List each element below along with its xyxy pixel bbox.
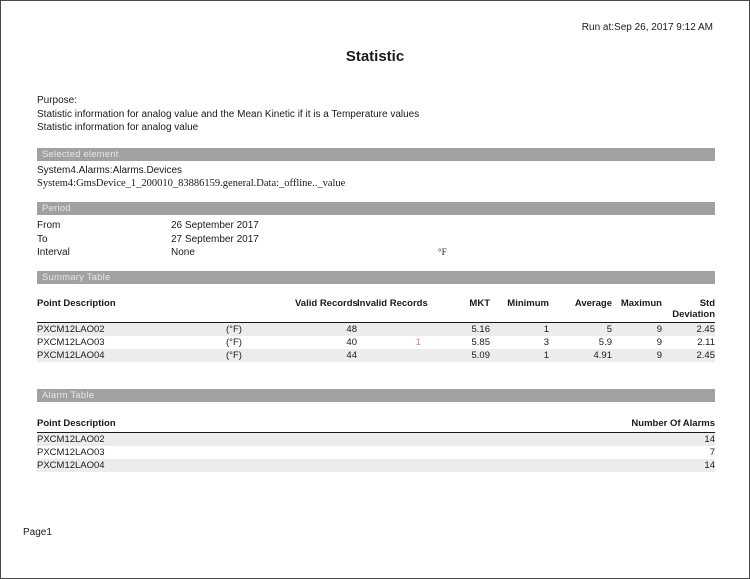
purpose-line: Statistic information for analog value a… — [37, 109, 420, 120]
period-from-label: From — [37, 220, 61, 231]
section-header-selected-element: Selected element — [37, 148, 715, 161]
period-interval-label: Interval — [37, 247, 70, 258]
table-cell: 3 — [543, 337, 549, 348]
table-row: PXCM12LAO02 (°F) 48 5.16 1 5 9 2.45 — [37, 322, 715, 336]
table-cell: 7 — [709, 446, 715, 458]
table-cell: PXCM12LAO02 — [37, 432, 377, 446]
table-cell: 5.85 — [471, 337, 491, 348]
table-cell: 9 — [656, 337, 662, 348]
period-interval-value: None — [171, 247, 195, 258]
table-cell: 40 — [346, 337, 357, 348]
table-cell: PXCM12LAO04 — [37, 349, 226, 362]
column-header: Valid Records — [295, 297, 358, 323]
column-header: Invalid Records — [357, 297, 428, 323]
column-header: Point Description — [37, 297, 226, 323]
table-cell: 5 — [549, 322, 612, 336]
period-to-row: To 27 September 2017 — [37, 233, 715, 246]
table-cell — [357, 349, 421, 362]
table-cell: PXCM12LAO02 — [37, 322, 226, 336]
table-cell: (°F) — [226, 337, 242, 348]
table-cell: 48 — [295, 322, 357, 336]
period-to-label: To — [37, 234, 48, 245]
column-header: Point Description — [37, 417, 377, 433]
period-interval-row: Interval None °F — [37, 246, 715, 259]
selected-element-datapoint: System4:GmsDevice_1_200010_83886159.gene… — [37, 178, 346, 189]
table-cell: 9 — [612, 349, 662, 362]
table-cell: 2.45 — [662, 322, 715, 336]
table-cell: 2.45 — [662, 349, 715, 362]
table-row: PXCM12LAO02 14 — [37, 432, 715, 446]
alarm-table-header: Point Description Number Of Alarms — [37, 417, 715, 433]
table-cell: (°F) — [226, 322, 295, 336]
column-header: Std Deviation — [662, 297, 715, 323]
table-cell: 14 — [377, 458, 715, 472]
table-cell: 2.11 — [697, 337, 715, 348]
purpose-label: Purpose: — [37, 95, 78, 106]
table-cell: 5.09 — [421, 349, 490, 362]
period-from-value: 26 September 2017 — [171, 220, 259, 231]
table-cell: (°F) — [226, 349, 295, 362]
purpose-line: Statistic information for analog value — [37, 122, 199, 133]
report-title: Statistic — [345, 48, 405, 65]
table-cell: 44 — [295, 349, 357, 362]
table-cell: 1 — [415, 337, 421, 348]
period-to-value: 27 September 2017 — [171, 234, 259, 245]
table-cell: 1 — [490, 349, 549, 362]
table-row: PXCM12LAO04 14 — [37, 458, 715, 472]
table-cell: 4.91 — [549, 349, 612, 362]
column-header: Average — [549, 297, 612, 323]
section-header-period: Period — [37, 202, 715, 215]
summary-table-header: Point Description Valid Records Invalid Re… — [37, 297, 715, 323]
table-cell: 1 — [490, 322, 549, 336]
section-header-summary-table: Summary Table — [37, 271, 715, 284]
table-cell: PXCM12LAO03 — [37, 446, 105, 458]
alarm-table: Point Description Number Of Alarms PXCM12… — [37, 417, 715, 472]
table-cell: 14 — [377, 432, 715, 446]
table-row: PXCM12LAO03 7 — [37, 446, 715, 459]
column-header — [226, 297, 295, 323]
column-header: MKT — [421, 297, 490, 323]
table-cell: PXCM12LAO03 — [37, 337, 105, 348]
temperature-unit: °F — [438, 247, 447, 257]
table-row: PXCM12LAO03 (°F) 40 1 5.85 3 5.9 9 2.11 — [37, 336, 715, 349]
column-header: Minimum — [490, 297, 549, 323]
run-at-timestamp: Run at:Sep 26, 2017 9:12 AM — [581, 22, 713, 33]
table-row: PXCM12LAO04 (°F) 44 5.09 1 4.91 9 2.45 — [37, 349, 715, 362]
summary-table: Point Description Valid Records Invalid Re… — [37, 297, 715, 362]
section-header-alarm-table: Alarm Table — [37, 389, 715, 402]
table-cell: 5.16 — [421, 322, 490, 336]
table-cell — [357, 322, 421, 336]
column-header: Maximun — [612, 297, 662, 323]
selected-element-path: System4.Alarms:Alarms.Devices — [37, 165, 183, 176]
table-cell: 5.9 — [598, 337, 612, 348]
page-number: Page1 — [23, 527, 52, 538]
table-cell: 9 — [612, 322, 662, 336]
period-from-row: From 26 September 2017 — [37, 219, 715, 232]
table-cell: PXCM12LAO04 — [37, 458, 377, 472]
column-header: Number Of Alarms — [377, 417, 715, 433]
